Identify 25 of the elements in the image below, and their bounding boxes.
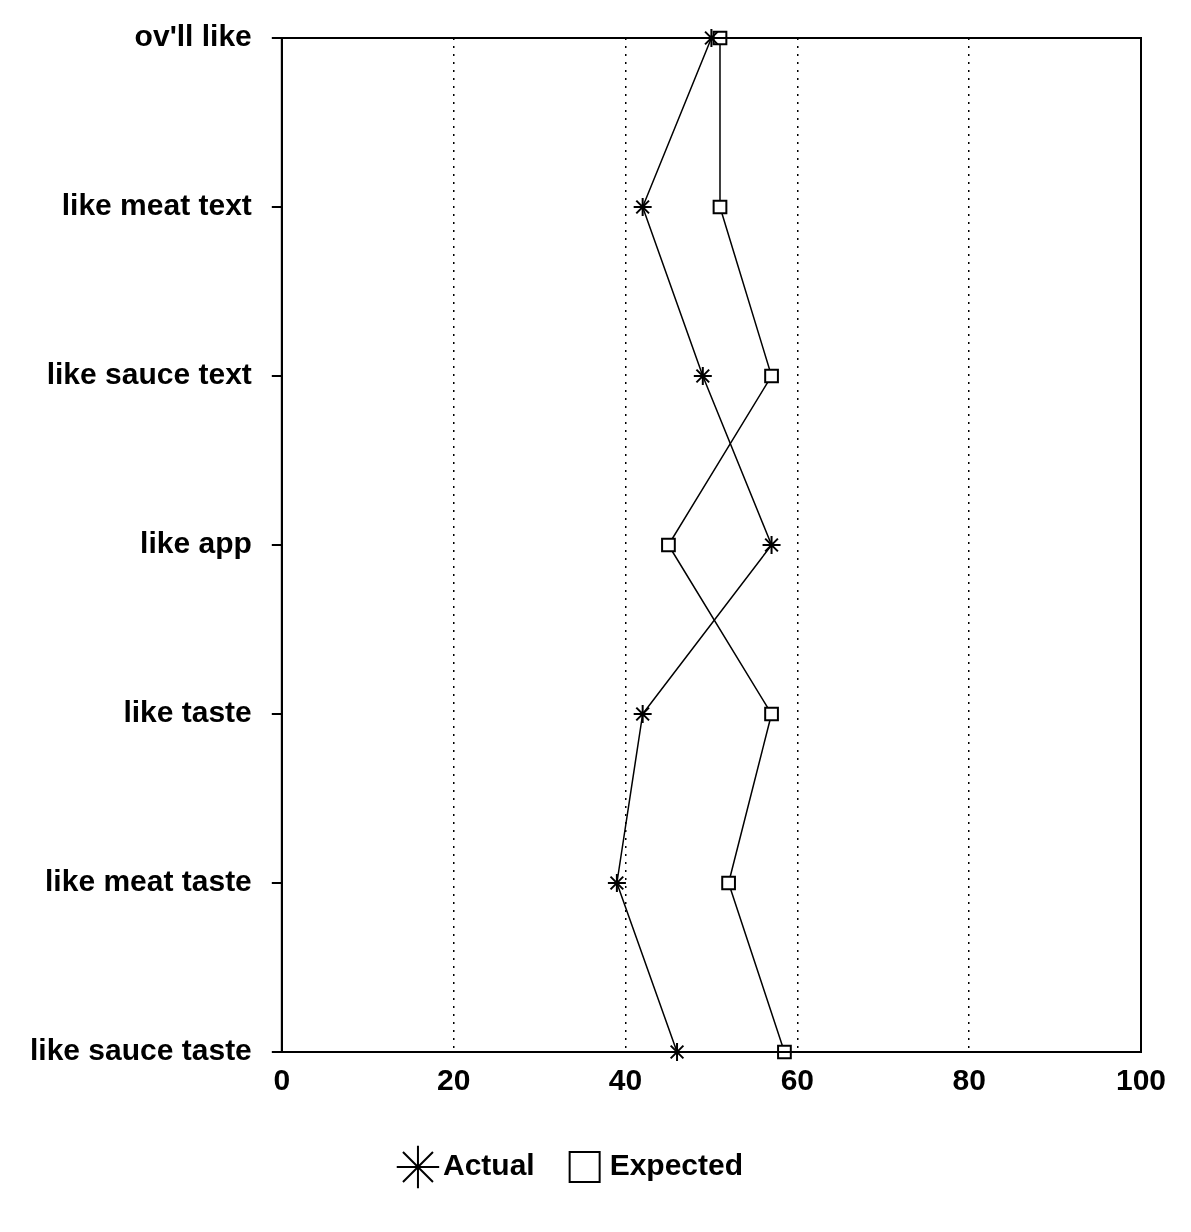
x-tick-label: 20 [436,1063,471,1097]
y-tick-label: like app [140,526,252,560]
x-tick-label: 100 [1115,1063,1167,1097]
point [632,197,653,217]
point [632,704,653,724]
y-tick-label: like taste [123,695,252,729]
y-tick-label: like sauce text [46,357,252,391]
point [661,537,676,553]
x-tick-label: 80 [952,1063,986,1097]
y-tick-label: ov'll like [134,19,252,53]
x-tick-label: 0 [273,1063,291,1097]
x-tick-label: 60 [780,1063,815,1097]
point [692,366,713,386]
y-tick-label: like meat taste [45,864,252,898]
point [761,535,782,555]
legend-label: Expected [609,1148,744,1182]
y-tick-label: like meat text [61,188,252,222]
point [712,199,728,215]
legend-label: Actual [442,1148,535,1182]
point [764,706,779,722]
point [721,875,736,891]
x-tick-label: 40 [608,1063,643,1097]
point [764,368,779,384]
y-tick-label: like sauce taste [29,1033,252,1067]
point [606,873,627,893]
